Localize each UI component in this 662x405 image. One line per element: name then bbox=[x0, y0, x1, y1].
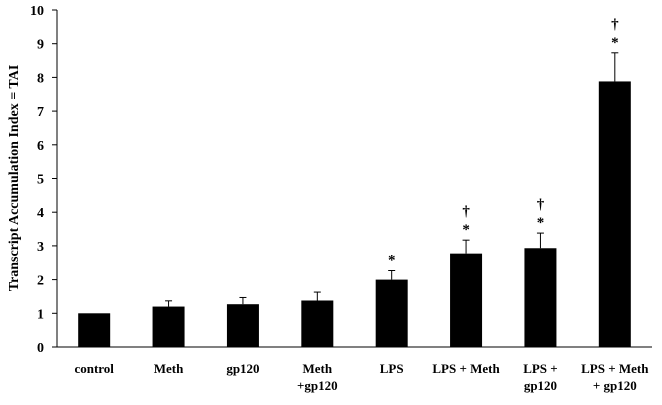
significance-dagger: † bbox=[537, 197, 545, 213]
bar bbox=[375, 279, 408, 347]
significance-dagger: † bbox=[611, 17, 619, 33]
bar bbox=[226, 304, 259, 347]
x-tick-label: Meth bbox=[303, 361, 333, 376]
bar bbox=[301, 300, 334, 347]
y-tick-label: 10 bbox=[30, 4, 44, 19]
y-tick-label: 9 bbox=[37, 38, 44, 53]
y-axis-label: Transcript Accumulation Index = TAI bbox=[7, 65, 22, 292]
x-tick-label: LPS bbox=[380, 361, 404, 376]
x-tick-label: +gp120 bbox=[297, 378, 338, 393]
bar bbox=[152, 306, 185, 347]
significance-dagger: † bbox=[462, 204, 470, 220]
x-tick-label: gp120 bbox=[226, 361, 259, 376]
y-tick-label: 4 bbox=[37, 206, 44, 221]
significance-asterisk: * bbox=[537, 215, 545, 231]
y-tick-label: 8 bbox=[37, 71, 44, 86]
x-tick-label: + gp120 bbox=[593, 378, 637, 393]
x-tick-label: LPS + Meth bbox=[581, 361, 649, 376]
y-tick-label: 3 bbox=[37, 240, 44, 255]
bar bbox=[524, 248, 557, 347]
y-tick-label: 2 bbox=[37, 274, 44, 289]
x-tick-label: gp120 bbox=[524, 378, 557, 393]
y-tick-label: 0 bbox=[37, 341, 44, 356]
y-tick-label: 1 bbox=[37, 307, 44, 322]
significance-asterisk: * bbox=[462, 222, 470, 238]
y-tick-label: 7 bbox=[37, 105, 44, 120]
y-tick-label: 6 bbox=[37, 139, 44, 154]
bar bbox=[598, 81, 631, 347]
bar bbox=[78, 313, 111, 347]
significance-asterisk: * bbox=[388, 253, 396, 269]
bar bbox=[450, 253, 483, 347]
significance-asterisk: * bbox=[611, 35, 619, 51]
x-tick-label: LPS + bbox=[523, 361, 558, 376]
x-tick-label: Meth bbox=[154, 361, 184, 376]
x-tick-label: control bbox=[74, 361, 114, 376]
x-tick-label: LPS + Meth bbox=[432, 361, 500, 376]
y-tick-label: 5 bbox=[37, 173, 44, 188]
